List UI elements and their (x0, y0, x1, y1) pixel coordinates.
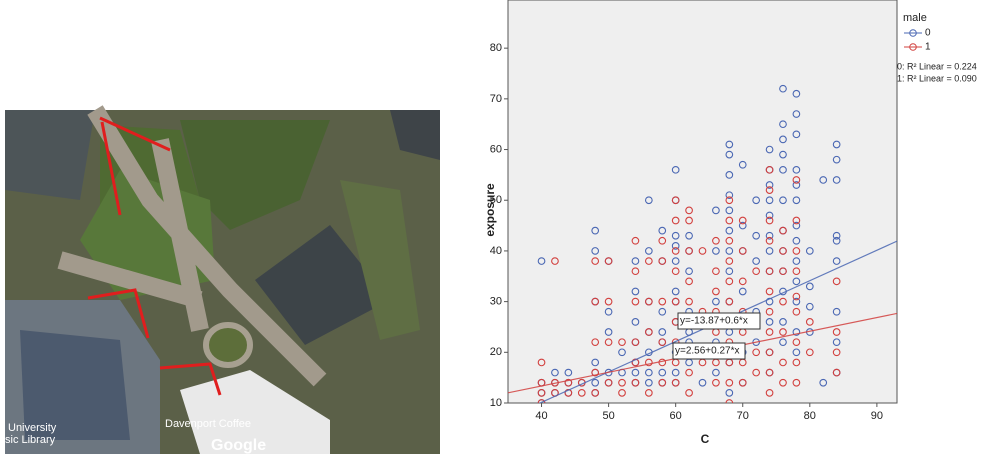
x-tick-label: 70 (737, 410, 749, 422)
y-tick-label: 50 (490, 194, 502, 206)
page: University sic Library Davenport Coffee … (0, 0, 984, 454)
x-tick-label: 50 (602, 410, 614, 422)
legend-title: male (903, 12, 927, 24)
fit-label: y=-13.87+0.6*x (680, 316, 748, 327)
r2-label: 0: R² Linear = 0.224 (897, 61, 977, 71)
x-tick-label: 80 (804, 410, 816, 422)
y-tick-label: 20 (490, 346, 502, 358)
legend-label: 1 (925, 42, 931, 53)
map-label: sic Library (5, 434, 56, 446)
fit-label: y=2.56+0.27*x (675, 346, 740, 357)
x-tick-label: 60 (670, 410, 682, 422)
y-tick-label: 30 (490, 296, 502, 308)
map-label: University (8, 422, 57, 434)
y-axis-title: exposure (483, 183, 497, 237)
figure: University sic Library Davenport Coffee … (0, 0, 984, 454)
y-tick-label: 60 (490, 143, 502, 155)
map-label: Davenport Coffee (165, 418, 251, 430)
y-tick-label: 70 (490, 93, 502, 105)
x-tick-label: 90 (871, 410, 883, 422)
x-axis-title: C (701, 432, 710, 446)
y-tick-label: 40 (490, 245, 502, 257)
r2-label: 1: R² Linear = 0.090 (897, 73, 977, 83)
satellite-map: University sic Library Davenport Coffee … (5, 110, 440, 454)
y-tick-label: 80 (490, 42, 502, 54)
map-label: Google (211, 437, 266, 454)
legend-label: 0 (925, 28, 931, 39)
y-tick-label: 10 (490, 397, 502, 409)
x-tick-label: 40 (535, 410, 547, 422)
